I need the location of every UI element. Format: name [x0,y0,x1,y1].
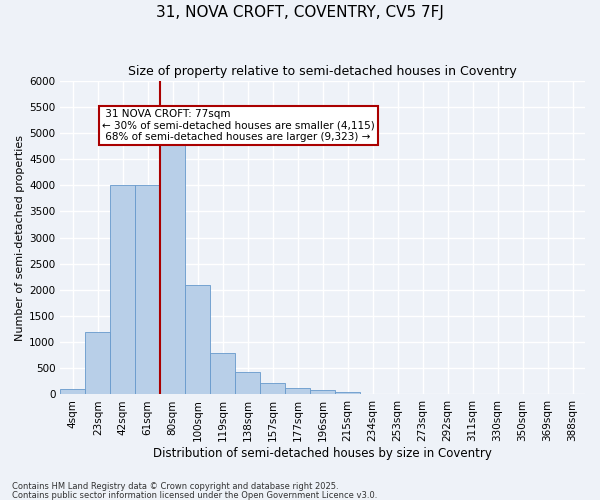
Text: 31 NOVA CROFT: 77sqm
← 30% of semi-detached houses are smaller (4,115)
 68% of s: 31 NOVA CROFT: 77sqm ← 30% of semi-detac… [102,109,375,142]
Bar [335,392,360,394]
Bar [185,284,210,395]
Bar [285,388,310,394]
Bar [310,390,335,394]
Bar [160,138,185,394]
Bar [85,332,110,394]
Bar [260,383,285,394]
Bar [135,185,160,394]
Bar [110,185,135,394]
X-axis label: Distribution of semi-detached houses by size in Coventry: Distribution of semi-detached houses by … [153,447,492,460]
Title: Size of property relative to semi-detached houses in Coventry: Size of property relative to semi-detach… [128,65,517,78]
Y-axis label: Number of semi-detached properties: Number of semi-detached properties [15,134,25,340]
Bar [210,352,235,395]
Text: Contains HM Land Registry data © Crown copyright and database right 2025.: Contains HM Land Registry data © Crown c… [12,482,338,491]
Text: 31, NOVA CROFT, COVENTRY, CV5 7FJ: 31, NOVA CROFT, COVENTRY, CV5 7FJ [156,5,444,20]
Bar [60,389,85,394]
Bar [235,372,260,394]
Text: Contains public sector information licensed under the Open Government Licence v3: Contains public sector information licen… [12,490,377,500]
